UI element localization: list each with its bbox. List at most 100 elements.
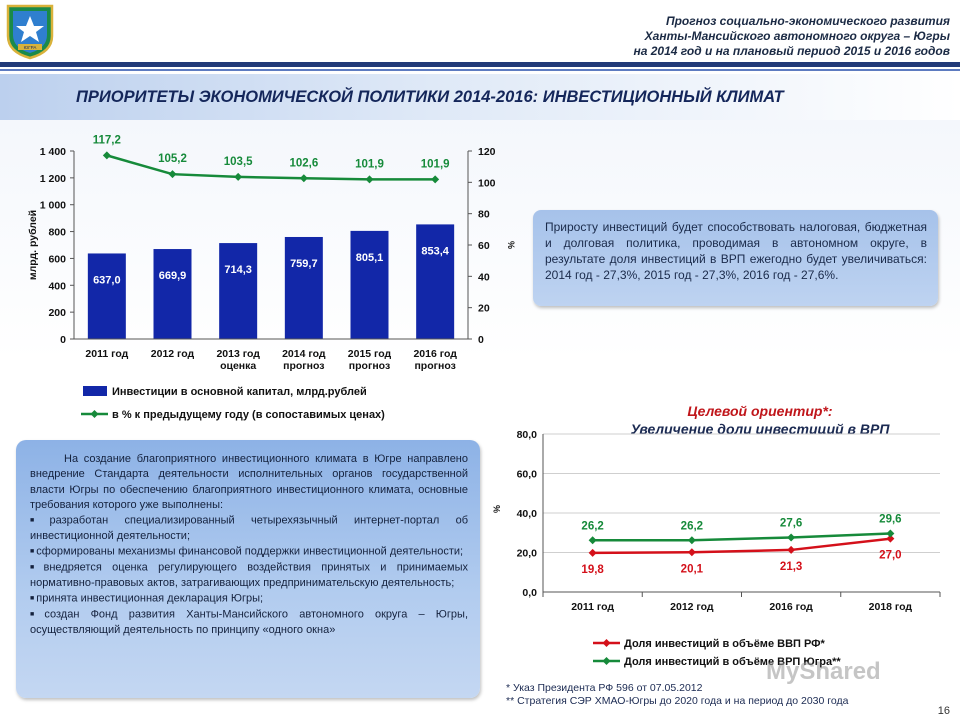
- header-divider-thin: [0, 69, 960, 71]
- series-value-label: 29,6: [879, 514, 901, 526]
- x-tick-label: 2011 год: [571, 601, 614, 613]
- series-value-label: 27,0: [879, 550, 901, 562]
- growth-value-label: 103,5: [224, 156, 253, 168]
- y2-tick-label: 80: [478, 209, 490, 221]
- header-subtitle: Прогноз социально-экономического развити…: [430, 14, 951, 59]
- growth-point: [299, 174, 308, 183]
- bar-value-label: 669,9: [159, 270, 187, 282]
- target-chart-heading: Целевой ориентир*:: [687, 403, 833, 419]
- target-chart-title: Целевой ориентир*: Увеличение доли инвес…: [560, 402, 960, 438]
- series-point: [687, 548, 696, 557]
- y2-tick-label: 60: [478, 240, 490, 252]
- series-value-label: 26,2: [681, 520, 703, 532]
- y-tick-label: 1 200: [40, 173, 66, 185]
- bar-value-label: 853,4: [421, 245, 449, 257]
- growth-point: [431, 175, 440, 184]
- bar-value-label: 759,7: [290, 258, 318, 270]
- y-tick-label: 80,0: [517, 429, 538, 441]
- investment-growth-text: Приросту инвестиций будет способствовать…: [545, 220, 927, 282]
- y-axis-title: млрд. рублей: [27, 210, 39, 280]
- page-number: 16: [937, 705, 950, 717]
- bar: [87, 253, 126, 339]
- y2-tick-label: 20: [478, 303, 490, 315]
- x-tick-label: 2015 год: [348, 348, 392, 360]
- growth-point: [168, 170, 177, 179]
- legend-label: Доля инвестиций в объёме ВВП РФ*: [624, 638, 826, 650]
- series-value-label: 27,6: [780, 517, 802, 529]
- emblem-lettering: ЮГРА: [24, 45, 37, 50]
- series-value-label: 20,1: [681, 563, 704, 575]
- achievements-list: разработан специализированный четырехязы…: [30, 513, 468, 638]
- bar-value-label: 637,0: [93, 274, 121, 286]
- series-value-label: 21,3: [780, 561, 802, 573]
- header-divider: [0, 62, 960, 67]
- series-point: [787, 545, 796, 554]
- series-point: [588, 536, 597, 545]
- x-tick-label: прогноз: [283, 360, 324, 372]
- growth-point: [102, 151, 111, 160]
- legend-label-bars: Инвестиции в основной капитал, млрд.рубл…: [112, 386, 367, 398]
- legend-marker: [602, 639, 611, 647]
- growth-value-label: 102,6: [289, 157, 318, 169]
- series-point: [687, 536, 696, 545]
- bar: [416, 224, 455, 339]
- series-line: [592, 532, 891, 542]
- growth-value-label: 117,2: [93, 134, 121, 146]
- footnote-2: ** Стратегия СЭР ХМАО-Югры до 2020 года …: [506, 695, 849, 707]
- header: ЮГРА Прогноз социально-экономического ра…: [0, 0, 960, 71]
- series-point: [886, 529, 895, 538]
- footnotes: * Указ Президента РФ 596 от 07.05.2012 *…: [506, 682, 848, 708]
- y2-tick-label: 120: [478, 146, 496, 158]
- y-tick-label: 200: [48, 307, 66, 319]
- series-point: [787, 533, 796, 542]
- x-tick-label: 2012 год: [670, 601, 714, 613]
- bar: [284, 236, 323, 339]
- series-value-label: 19,8: [581, 564, 604, 576]
- y2-axis-title: %: [506, 241, 516, 249]
- y-tick-label: 600: [48, 253, 66, 265]
- y-tick-label: 1 400: [40, 146, 66, 158]
- growth-value-label: 101,9: [421, 158, 450, 170]
- bar-value-label: 714,3: [224, 264, 252, 276]
- y-tick-label: 400: [48, 280, 66, 292]
- legend-label-line: в % к предыдущему году (в сопоставимых ц…: [112, 409, 385, 421]
- investment-chart: 637,0 669,9 714,3 759,7 805,1 853,4 117,2 105,…: [27, 134, 516, 421]
- growth-point: [234, 172, 243, 181]
- y2-tick-label: 40: [478, 271, 490, 283]
- x-tick-label: 2011 год: [85, 348, 128, 360]
- legend-marker: [90, 410, 99, 418]
- target-chart-subheading: Увеличение доли инвестиций в ВРП: [630, 421, 890, 437]
- watermark: MyShared: [766, 658, 881, 685]
- x-tick-label: прогноз: [414, 360, 455, 372]
- x-tick-label: 2014 год: [282, 348, 326, 360]
- header-line-3: на 2014 год и на плановый период 2015 и …: [633, 44, 951, 58]
- y-tick-label: 0,0: [522, 587, 537, 599]
- bar: [219, 243, 258, 339]
- list-item: принята инвестиционная декларация Югры;: [30, 591, 468, 607]
- list-item: сформированы механизмы финансовой поддер…: [30, 544, 468, 560]
- legend-swatch-bars: [83, 386, 107, 396]
- x-tick-label: 2016 год: [769, 601, 813, 613]
- list-item: создан Фонд развития Ханты-Мансийского а…: [30, 607, 468, 638]
- region-emblem-icon: ЮГРА: [6, 4, 54, 60]
- bar: [153, 249, 192, 339]
- footnote-1: * Указ Президента РФ 596 от 07.05.2012: [506, 682, 703, 694]
- investment-climate-intro: На создание благоприятного инвестиционно…: [30, 453, 468, 511]
- y-axis-title: %: [492, 505, 502, 513]
- target-share-chart: 19,8 20,1 21,3 27,0 26,2 26,2 27,6 29,6 0,0 20,0…: [492, 429, 941, 668]
- y-tick-label: 60,0: [517, 469, 538, 481]
- list-item: внедряется оценка регулирующего воздейст…: [30, 560, 468, 591]
- header-line-1: Прогноз социально-экономического развити…: [665, 14, 950, 28]
- page-title: ПРИОРИТЕТЫ ЭКОНОМИЧЕСКОЙ ПОЛИТИКИ 2014-2…: [76, 88, 784, 106]
- legend-label: Доля инвестиций в объёме ВРП Югра**: [624, 656, 841, 668]
- x-tick-label: оценка: [220, 360, 256, 372]
- investment-climate-panel: На создание благоприятного инвестиционно…: [16, 440, 480, 698]
- series-point: [886, 534, 895, 543]
- x-tick-label: прогноз: [349, 360, 390, 372]
- series-line: [592, 537, 891, 555]
- y-tick-label: 40,0: [517, 508, 538, 520]
- investment-growth-note: Приросту инвестиций будет способствовать…: [533, 210, 938, 306]
- bar: [350, 230, 389, 339]
- growth-value-label: 105,2: [158, 153, 187, 165]
- growth-line: [106, 154, 436, 181]
